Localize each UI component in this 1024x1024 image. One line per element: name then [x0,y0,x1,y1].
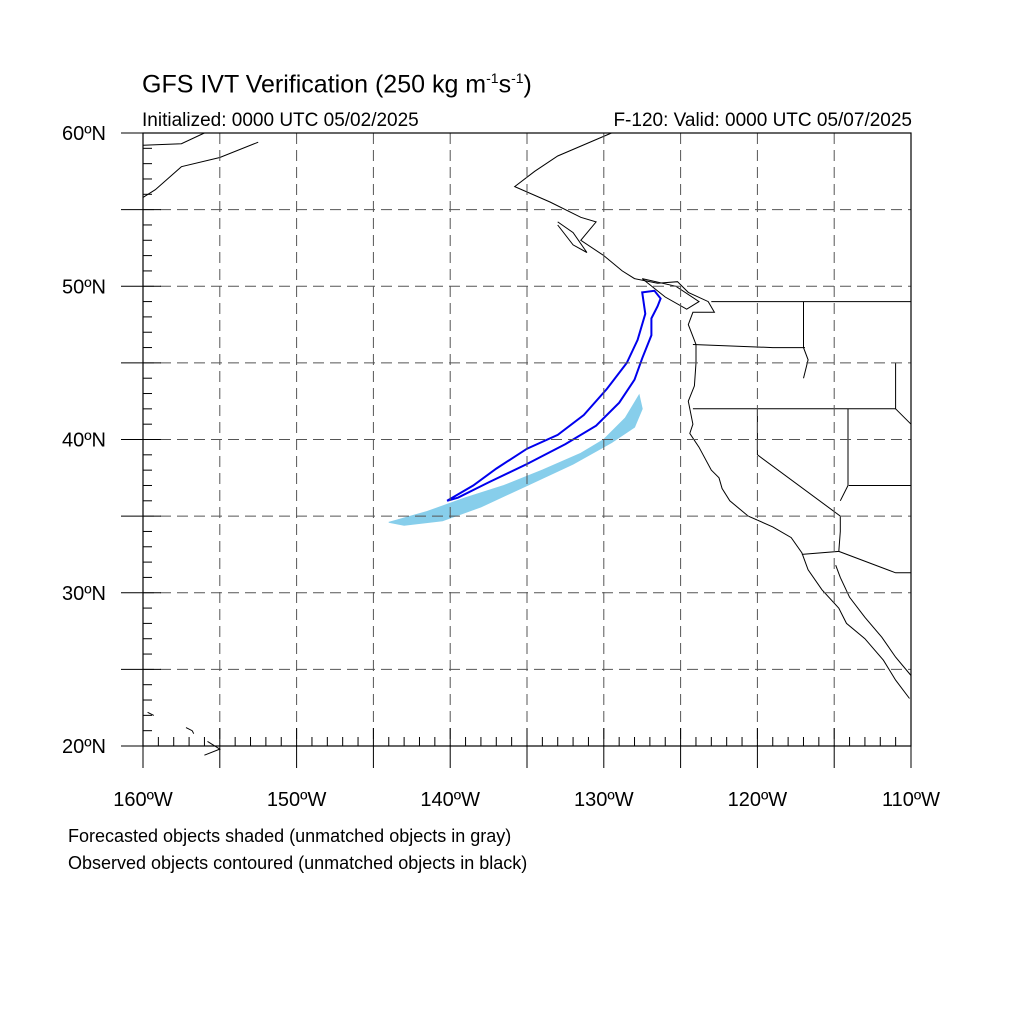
observed-object-layer [446,289,662,502]
coastline-segment [895,362,912,425]
lat-tick-label: 20ºN [62,736,106,758]
coastline-segment [142,132,205,146]
coastline-segment [557,221,588,253]
lat-tick-label: 60ºN [62,123,106,145]
coastline-segment [692,344,805,349]
coastline-segment [641,278,700,310]
observed-object-contour [446,289,662,502]
lon-tick-label: 140ºW [420,789,480,811]
coastline-segment [838,550,911,574]
lon-tick-label: 120ºW [728,789,788,811]
chart-title: GFS IVT Verification (250 kg m-1s-1) [142,70,532,99]
coastlines [142,132,912,756]
coastline-segment [803,301,809,379]
legend-forecast-note: Forecasted objects shaded (unmatched obj… [68,826,512,846]
coastline-segment [142,141,259,198]
lon-tick-label: 160ºW [113,789,173,811]
lon-tick-label: 130ºW [574,789,634,811]
lat-tick-label: 50ºN [62,276,106,298]
coastline-segment [513,132,910,699]
valid-time: F-120: Valid: 0000 UTC 05/07/2025 [613,110,912,131]
coastline-segment [756,408,841,555]
lat-tick-label: 40ºN [62,430,106,452]
initialized-time: Initialized: 0000 UTC 05/02/2025 [142,110,419,131]
coastline-segment [185,727,195,734]
coastline-segment [147,711,155,716]
axis-ticks [121,132,912,768]
coastline-segment [204,740,221,756]
forecast-object-shading [388,393,643,526]
lat-tick-label: 30ºN [62,583,106,605]
coastline-segment [835,565,912,676]
legend-observed-note: Observed objects contoured (unmatched ob… [68,853,528,873]
coastline-segment [839,408,849,502]
forecast-object-layer [388,393,643,526]
lon-tick-label: 150ºW [267,789,327,811]
gridlines [143,133,911,746]
lon-tick-label: 110ºW [882,789,940,811]
